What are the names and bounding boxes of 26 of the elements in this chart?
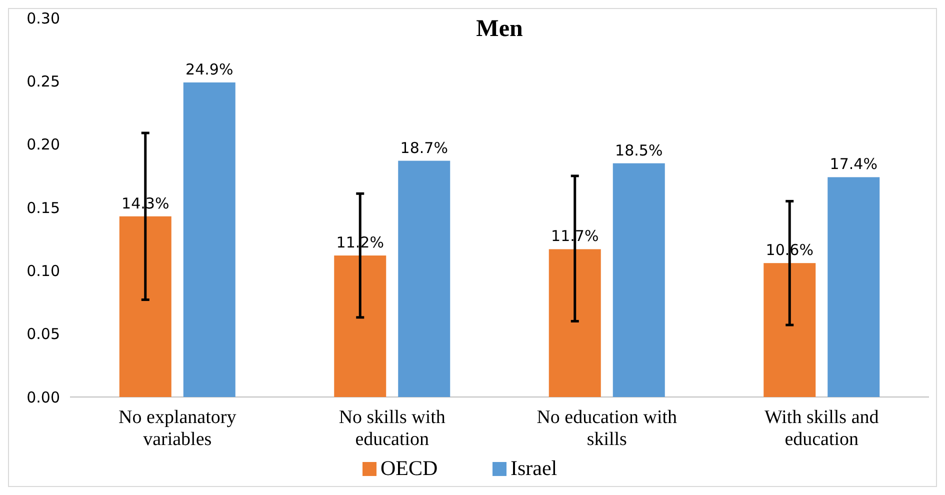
- bar: [334, 256, 386, 397]
- bar: [183, 82, 236, 397]
- y-tick-label: 0.25: [26, 72, 60, 90]
- x-tick-label: With skills and education: [764, 407, 880, 450]
- y-tick-label: 0.00: [26, 388, 60, 406]
- bar: [398, 160, 450, 397]
- y-tick-label: 0.15: [26, 198, 60, 217]
- chart-title: Men: [476, 16, 523, 42]
- y-tick-label: 0.05: [26, 325, 60, 344]
- bar: [764, 263, 816, 397]
- bar: [612, 163, 665, 397]
- x-tick-label: No skills with education: [338, 407, 446, 450]
- y-tick-label: 0.10: [26, 262, 60, 280]
- data-label: 18.5%: [615, 141, 663, 160]
- x-tick-label: No education with skills: [536, 407, 678, 450]
- bar: [119, 216, 172, 397]
- data-label: 18.7%: [400, 138, 448, 157]
- bar: [548, 249, 601, 397]
- legend-label: OECD: [380, 456, 438, 480]
- y-tick-label: 0.30: [26, 9, 60, 28]
- data-label: 24.9%: [186, 60, 234, 78]
- bar: [828, 177, 880, 397]
- data-label: 17.4%: [830, 155, 878, 174]
- x-tick-label: No explanatory variables: [118, 407, 237, 450]
- y-tick-label: 0.20: [26, 136, 60, 154]
- legend-label: Israel: [510, 456, 558, 480]
